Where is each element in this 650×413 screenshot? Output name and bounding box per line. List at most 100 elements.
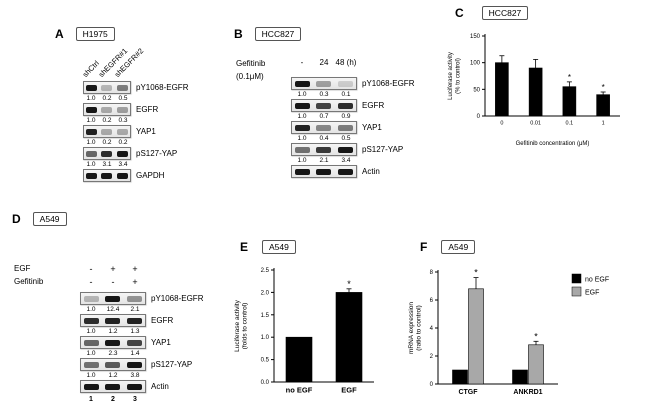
protein-band [337, 146, 353, 153]
panel-a-letter: A [55, 27, 64, 41]
x-category-label: no EGF [286, 386, 313, 395]
treatment-signs: - - + [80, 277, 146, 287]
y-tick-label: 2.5 [261, 268, 270, 274]
protein-band [295, 168, 311, 175]
band-quantification: 1.0 1.2 1.3 [80, 327, 146, 336]
mrna-expression-bar-chart: 0 2 4 6 8 * * CTGF ANKRD1 mRNA expression (ratio t… [408, 268, 609, 396]
blot-row: YAP1 1.0 0.4 0.5 [291, 121, 414, 143]
protein-band [316, 168, 332, 175]
band-value: 0.5 [118, 95, 128, 102]
band-value: 1.0 [86, 372, 96, 379]
protein-band [84, 361, 100, 368]
band-value: 1.0 [86, 161, 96, 168]
y-tick-label: 1.0 [261, 335, 270, 341]
bar [596, 94, 610, 117]
band-value: 1.0 [86, 350, 96, 357]
significance-marker: * [568, 73, 571, 82]
blot-lane-box [291, 121, 357, 134]
x-category-label: CTGF [458, 389, 478, 396]
panel-d-blots: pY1068-EGFR 1.0 12.4 2.1 EGFR 1.0 1.2 1.3 YAP1 1.… [80, 292, 203, 402]
panel-b-cellline-box: HCC827 [254, 27, 302, 41]
band-value: 0.3 [319, 91, 329, 98]
protein-band [126, 361, 142, 368]
panel-b-letter: B [234, 27, 243, 41]
protein-band [316, 80, 332, 87]
panel-f: F A549 0 2 4 6 8 * * CTGF ANKRD1 mRNA expression(… [406, 240, 648, 412]
bar [562, 86, 577, 117]
treatment-sign: + [110, 263, 116, 274]
panel-f-cellline-box: A549 [441, 240, 476, 254]
bar [285, 336, 313, 383]
treatment-name: Gefitinib [14, 277, 44, 286]
protein-band [86, 128, 98, 135]
band-quantification: 1.0 0.3 0.1 [291, 90, 357, 99]
blot-protein-label: pS127-YAP [151, 360, 193, 369]
panel-d-lane-numbers: 1 2 3 [80, 396, 146, 403]
band-value: 0.3 [118, 117, 128, 124]
blot-protein-label: pS127-YAP [136, 149, 178, 158]
y-tick-label: 2.0 [261, 290, 270, 296]
protein-band [105, 317, 121, 324]
band-value: 1.0 [86, 139, 96, 146]
band-quantification: 1.0 12.4 2.1 [80, 305, 146, 314]
y-tick-label: 50 [473, 87, 480, 93]
protein-band [105, 295, 121, 302]
protein-band [316, 124, 332, 131]
treatment-sign: - [111, 276, 115, 287]
panel-e-letter: E [240, 240, 249, 254]
protein-band [84, 317, 100, 324]
protein-band [126, 383, 142, 390]
band-value: 1.3 [130, 328, 140, 335]
band-value: 1.0 [297, 113, 307, 120]
band-value: 3.4 [118, 161, 128, 168]
blot-protein-label: pY1068-EGFR [136, 83, 189, 92]
panel-c: C HCC827 0 50 100 150 * * 0 0.01 0.1 1 Gefitinib c… [443, 6, 648, 154]
band-value: 2.3 [108, 350, 118, 357]
protein-band [84, 339, 100, 346]
blot-lane-box [291, 77, 357, 90]
band-value: 0.2 [118, 139, 128, 146]
lane-number: 1 [89, 396, 93, 403]
blot-row: EGFR 1.0 1.2 1.3 [80, 314, 203, 336]
protein-band [86, 150, 98, 157]
treatment-row: Gefitinib - - + [14, 275, 146, 288]
lane-label: - [300, 58, 304, 67]
panel-d-cellline-box: A549 [32, 212, 67, 226]
blot-protein-label: EGFR [151, 316, 174, 325]
bar [528, 344, 544, 385]
band-quantification: 1.0 3.1 3.4 [83, 160, 131, 169]
blot-protein-label: pS127-YAP [362, 145, 404, 154]
blot-protein-label: YAP1 [136, 127, 156, 136]
band-value: 2.1 [130, 306, 140, 313]
bar [495, 62, 509, 117]
blot-row: pY1068-EGFR 1.0 0.2 0.5 [83, 81, 188, 103]
bar [468, 288, 484, 385]
band-value: 0.5 [341, 135, 351, 142]
blot-row: pS127-YAP 1.0 3.1 3.4 [83, 147, 188, 169]
band-quantification: 1.0 0.7 0.9 [291, 112, 357, 121]
panel-c-cellline-box: HCC827 [481, 6, 529, 20]
band-value: 1.0 [297, 157, 307, 164]
y-axis-title: mRNA expression [408, 302, 415, 354]
blot-protein-label: Actin [151, 382, 169, 391]
protein-band [86, 106, 98, 113]
legend-label: EGF [585, 290, 599, 297]
panel-d: D A549 EGF - + + Gefitinib - - + pY1068-EGFR 1.0… [8, 212, 224, 412]
protein-band [316, 102, 332, 109]
band-value: 3.4 [341, 157, 351, 164]
legend-swatch [571, 273, 582, 284]
panel-a-cellline-box: H1975 [75, 27, 115, 41]
x-category-label: 0.1 [566, 121, 574, 127]
blot-lane-box [80, 380, 146, 393]
blot-protein-label: YAP1 [151, 338, 171, 347]
bar [335, 292, 363, 383]
lane-label: 24 [319, 58, 329, 67]
y-tick-label: 0 [430, 382, 434, 388]
blot-row: EGFR 1.0 0.7 0.9 [291, 99, 414, 121]
panel-e-header: E A549 [232, 240, 390, 254]
blot-protein-label: pY1068-EGFR [151, 294, 204, 303]
blot-lane-box [291, 99, 357, 112]
panel-b-header: B HCC827 [234, 27, 430, 41]
treatment-name: EGF [14, 264, 31, 273]
band-value: 1.2 [108, 372, 118, 379]
